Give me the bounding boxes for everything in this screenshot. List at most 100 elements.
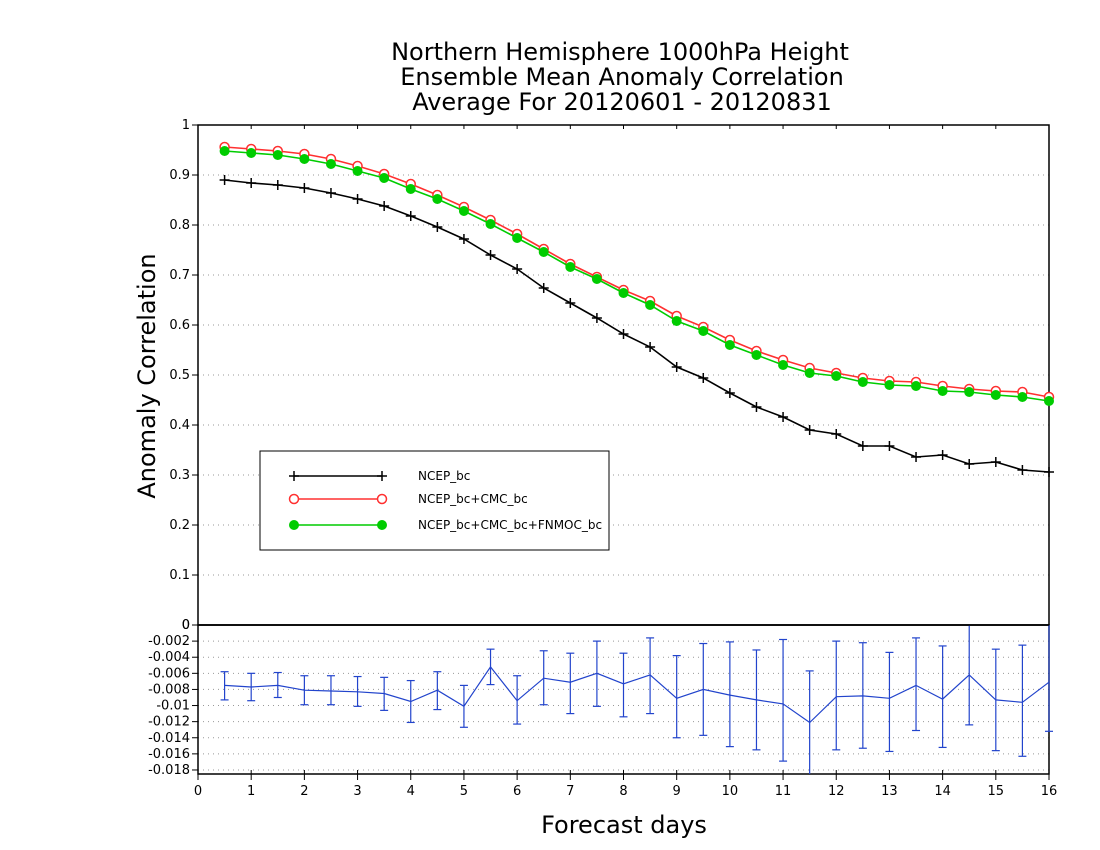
data-point	[778, 412, 789, 422]
legend-entry: NCEP_bc+CMC_bc+FNMOC_bc	[289, 518, 602, 532]
data-point	[831, 371, 842, 381]
error-bar	[539, 650, 548, 706]
data-point	[671, 362, 682, 372]
top-y-tick-label: 0.5	[169, 368, 190, 383]
legend-marker-start	[288, 493, 300, 505]
data-point	[565, 298, 576, 308]
top-grid	[198, 174, 1049, 576]
error-bar	[300, 675, 309, 706]
legend: NCEP_bc NCEP_bc+CMC_bc NCEP_bc+CMC_bc+FNMO…	[259, 450, 610, 551]
x-tick-label: 13	[881, 784, 898, 799]
series-line	[224, 150, 1050, 402]
data-point	[538, 247, 549, 257]
x-tick-label: 10	[722, 784, 739, 799]
x-tick-label: 5	[460, 784, 468, 799]
difference-line	[224, 665, 1050, 724]
data-point	[1017, 392, 1028, 402]
data-point	[911, 381, 922, 391]
legend-entry: NCEP_bc	[289, 469, 470, 483]
legend-marker-start	[289, 471, 299, 481]
top-y-tick-label: 0.9	[169, 168, 190, 183]
data-point	[458, 206, 469, 216]
data-point	[1044, 396, 1054, 406]
bottom-y-tick-label: -0.002	[148, 634, 190, 649]
error-bar	[779, 638, 788, 762]
error-bar	[513, 675, 522, 725]
bottom-y-tick-label-zero: 0	[182, 618, 190, 633]
data-point	[512, 233, 523, 243]
bottom-y-ticks: -0.002-0.004-0.006-0.008-0.01-0.012-0.01…	[148, 618, 198, 778]
legend-box	[259, 450, 610, 551]
error-bar	[592, 640, 601, 707]
data-point	[272, 150, 283, 160]
x-tick-label: 6	[513, 784, 521, 799]
data-point	[379, 201, 390, 211]
error-bar	[406, 679, 415, 724]
data-point	[618, 288, 629, 298]
data-point	[352, 194, 363, 204]
data-point	[751, 402, 762, 412]
y-axis-label: Anomaly Correlation	[133, 253, 161, 498]
x-tick-label: 0	[194, 784, 202, 799]
data-point	[778, 360, 789, 370]
error-bar	[912, 637, 921, 732]
x-tick-label: 9	[673, 784, 681, 799]
x-tick-label: 7	[566, 784, 574, 799]
data-point	[671, 316, 682, 326]
bottom-y-tick-label: -0.01	[156, 699, 190, 714]
data-point	[219, 175, 230, 185]
error-bar	[273, 671, 282, 699]
data-point	[272, 180, 283, 190]
data-point	[405, 211, 416, 221]
bottom-y-tick-label: -0.014	[148, 731, 190, 746]
data-point	[831, 429, 842, 439]
error-bar	[832, 640, 841, 751]
data-point	[246, 178, 257, 188]
data-point	[964, 387, 975, 397]
bottom-y-tick-label: -0.016	[148, 747, 190, 762]
error-bar	[885, 651, 894, 753]
legend-marker-start	[289, 520, 299, 530]
error-bar	[805, 670, 814, 774]
bottom-y-tick-label: -0.018	[148, 763, 190, 778]
error-bar	[858, 642, 867, 749]
error-bar	[380, 676, 389, 711]
error-bar	[991, 648, 1000, 752]
data-point	[698, 326, 709, 336]
legend-marker-end	[376, 493, 388, 505]
data-point	[432, 194, 443, 204]
chart-title-line-3: Average For 20120601 - 20120831	[412, 88, 832, 116]
series-line	[224, 179, 1050, 473]
legend-marker-end	[377, 520, 387, 530]
data-point	[538, 283, 549, 293]
error-bar	[459, 684, 468, 728]
chart-title-line-2: Ensemble Mean Anomaly Correlation	[400, 63, 844, 91]
x-axis-label: Forecast days	[541, 811, 707, 839]
data-point	[937, 386, 948, 396]
error-bar	[752, 649, 761, 751]
data-point	[990, 457, 1001, 467]
series-line	[224, 146, 1050, 398]
data-point	[379, 173, 390, 183]
x-tick-label: 15	[988, 784, 1005, 799]
data-point	[1017, 465, 1028, 475]
data-point	[352, 166, 363, 176]
legend-label: NCEP_bc+CMC_bc	[418, 492, 528, 506]
error-bar	[326, 675, 335, 706]
data-point	[485, 219, 496, 229]
data-point	[591, 313, 602, 323]
error-bar	[672, 655, 681, 739]
data-point	[246, 148, 257, 158]
data-point	[299, 154, 310, 164]
x-tick-label: 12	[828, 784, 845, 799]
bottom-y-tick-label: -0.006	[148, 666, 190, 681]
x-tick-label: 4	[407, 784, 415, 799]
data-point	[485, 250, 496, 260]
top-y-tick-label: 0.2	[169, 518, 190, 533]
x-tick-label: 1	[247, 784, 255, 799]
error-bar	[220, 671, 229, 701]
data-point	[618, 329, 629, 339]
top-y-tick-label: 1	[182, 118, 190, 133]
x-tick-label: 16	[1041, 784, 1058, 799]
top-y-tick-label: 0.7	[169, 268, 190, 283]
